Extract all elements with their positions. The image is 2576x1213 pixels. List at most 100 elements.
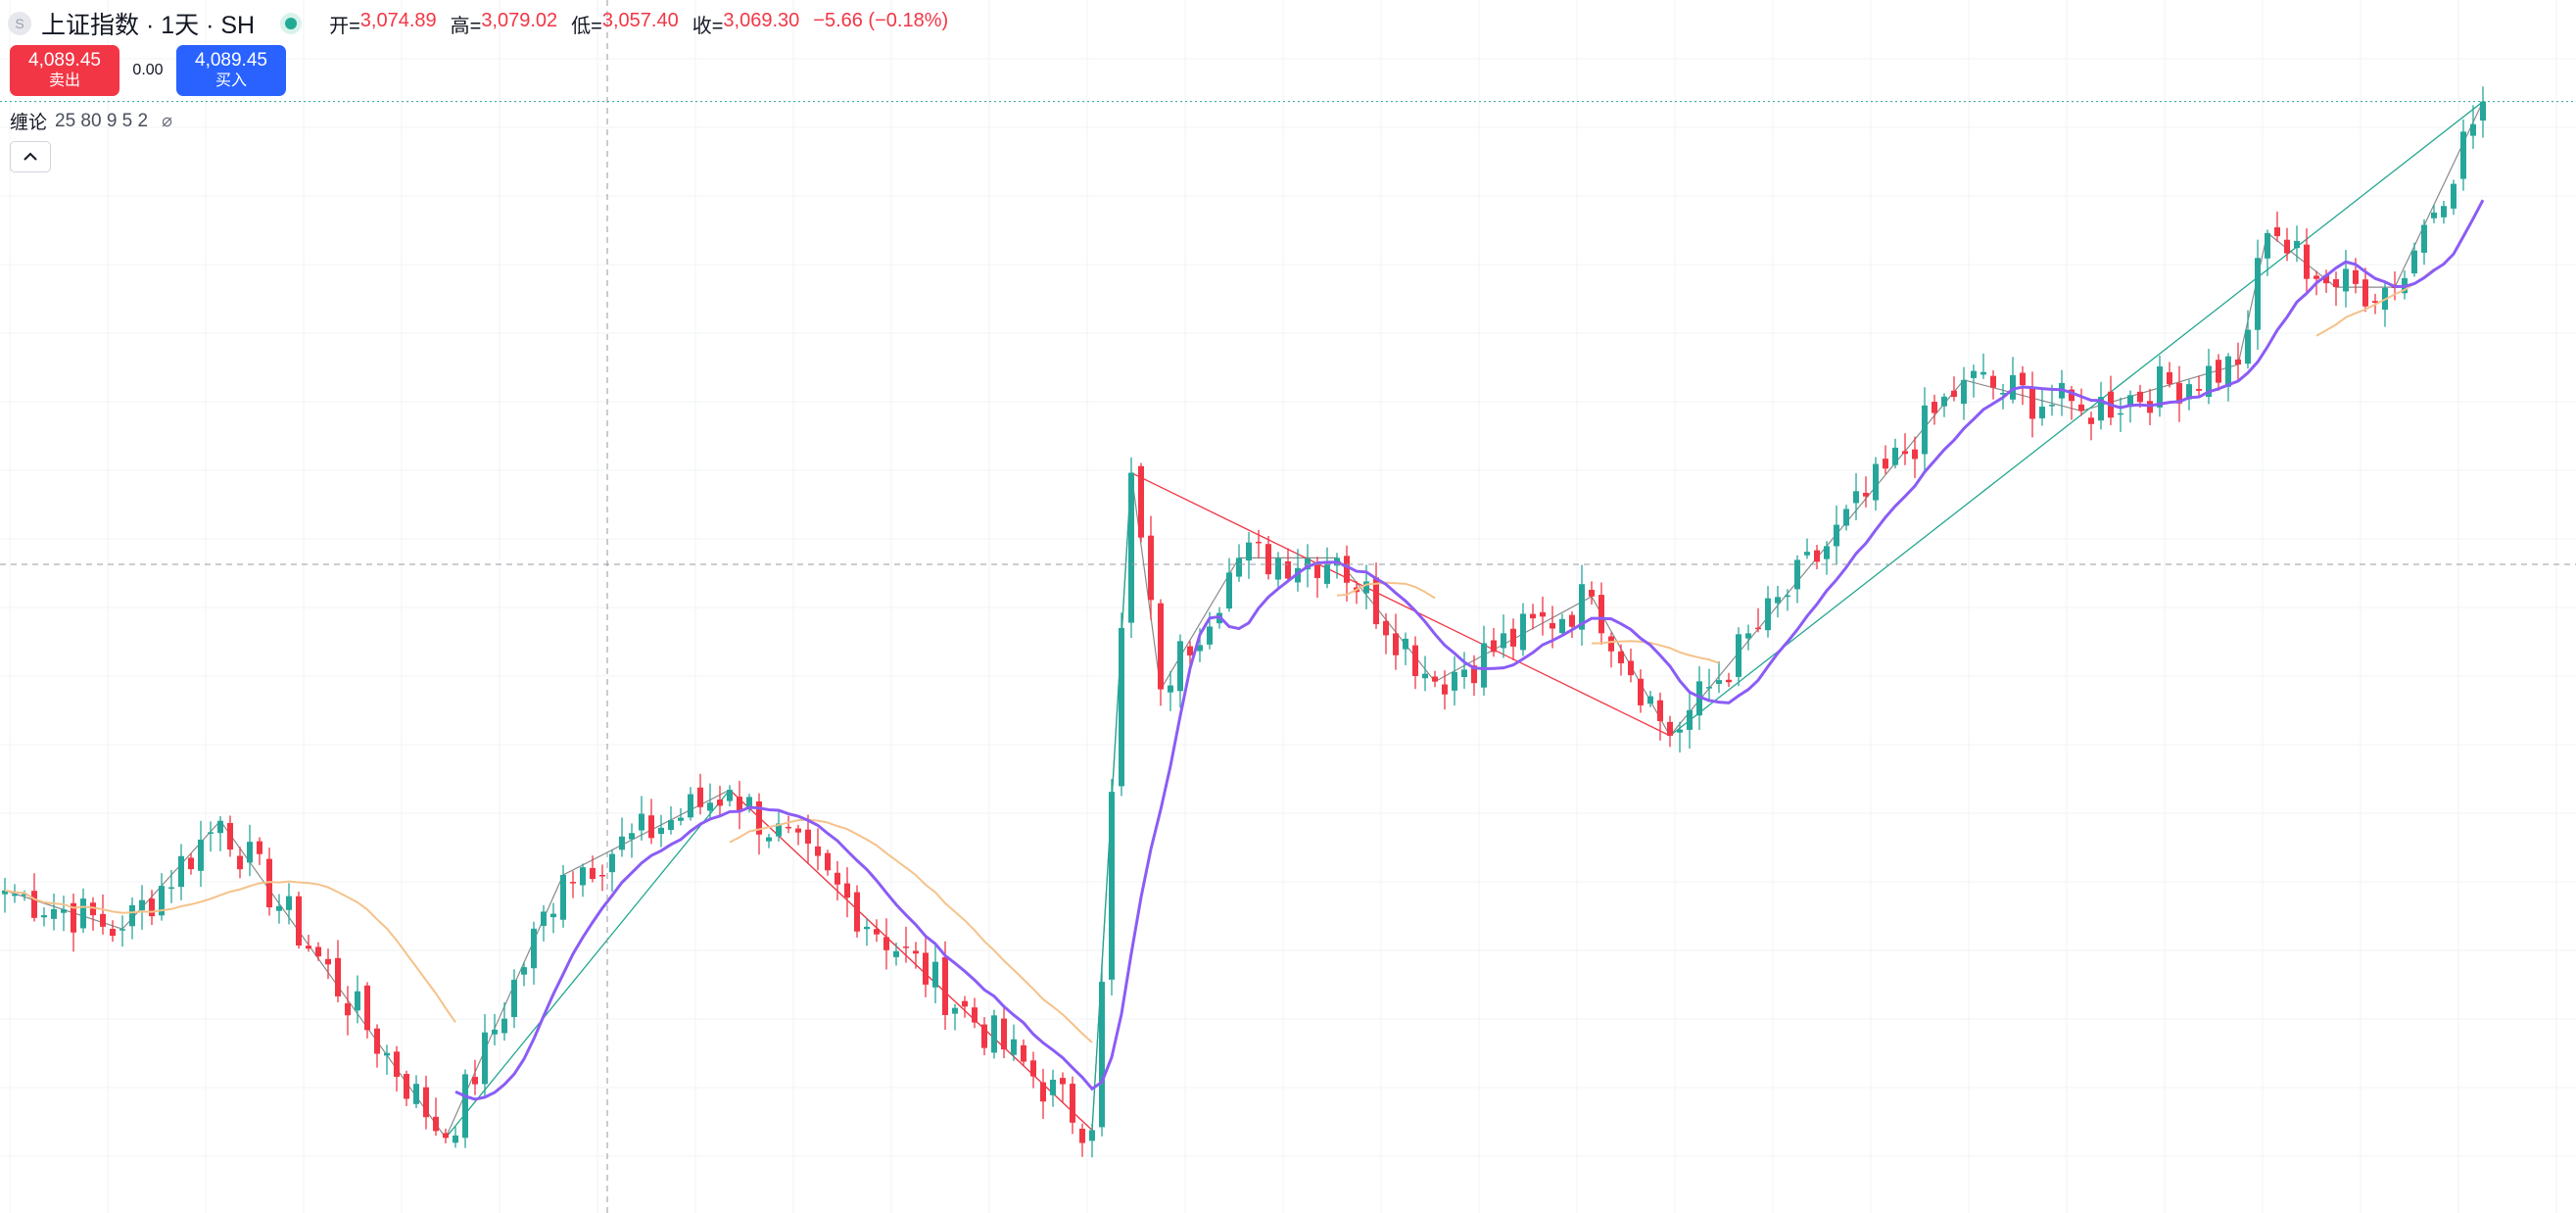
trade-buttons: 4,089.45 卖出 0.00 4,089.45 买入 [10, 45, 286, 96]
candle-body [1667, 721, 1673, 736]
candle-body [90, 902, 96, 916]
candle-body [1647, 696, 1653, 704]
candle-body [394, 1051, 400, 1078]
candle-body [1412, 645, 1418, 676]
buy-price: 4,089.45 [195, 50, 267, 71]
buy-button[interactable]: 4,089.45 买入 [176, 45, 286, 96]
candle-body [1990, 375, 1996, 388]
ma-slow-line [4, 880, 456, 1023]
segment-lines [445, 101, 2484, 1139]
candle-body [1941, 396, 1947, 407]
candle-body [12, 894, 18, 897]
candle-body [1236, 558, 1242, 577]
stroke-lines [4, 101, 2484, 1140]
candle-body [2353, 269, 2359, 284]
candle-body [844, 883, 850, 898]
candle-body [2343, 268, 2349, 292]
candle-body [1550, 622, 1555, 629]
candle-body [893, 950, 899, 957]
candle-body [1001, 1018, 1007, 1050]
candle-body [560, 874, 566, 920]
candle-body [1902, 451, 1908, 455]
candle-body [462, 1074, 468, 1139]
candle-body [766, 837, 772, 842]
candle-body [815, 846, 821, 856]
candle-body [599, 874, 605, 877]
candle-body [198, 839, 204, 871]
candle-body [2284, 239, 2290, 254]
candle-body [756, 801, 762, 835]
ohlc-values: 开= 3,074.89 高= 3,079.02 低= 3,057.40 收= 3… [329, 10, 948, 38]
candle-body [2, 890, 8, 895]
candle-body [188, 857, 194, 870]
candle-body [2157, 365, 2163, 408]
sell-label: 卖出 [48, 73, 80, 89]
candle-body [952, 1007, 958, 1014]
eye-slash-icon[interactable]: ⌀ [162, 111, 172, 130]
close-label: 收= [692, 15, 724, 37]
candle-body [1070, 1084, 1075, 1123]
candle-body [1119, 627, 1124, 787]
candle-body [1961, 379, 1967, 405]
candle-body [1608, 636, 1614, 652]
candle-body [1589, 589, 1595, 597]
candle-body [168, 887, 174, 890]
high-label: 高= [450, 15, 482, 37]
candle-body [2333, 278, 2339, 288]
indicator-params: 25 80 9 5 2 [55, 110, 149, 131]
candle-body [619, 836, 625, 850]
candle-body [1030, 1060, 1036, 1077]
candle-body [1089, 1130, 1095, 1141]
candle-body [1452, 671, 1457, 691]
candle-body [453, 1135, 458, 1143]
candle-body [1050, 1079, 1056, 1095]
chevron-up-icon [24, 152, 37, 161]
candle-body [1706, 687, 1712, 689]
candle-body [1256, 541, 1262, 544]
ma-slow-line [729, 818, 1093, 1043]
candle-body [932, 961, 938, 988]
candle-body [2167, 371, 2172, 385]
indicator-name[interactable]: 缠论 [10, 113, 48, 133]
symbol-title[interactable]: 上证指数 · 1天 · SH [41, 12, 256, 39]
stroke-polyline [4, 101, 2484, 1140]
sell-button[interactable]: 4,089.45 卖出 [10, 45, 119, 96]
segment-line [729, 789, 1093, 1131]
candle-body [1716, 680, 1722, 684]
symbol-legend: S 上证指数 · 1天 · SH 开= 3,074.89 高= 3,079.02… [8, 6, 948, 41]
candle-body [2020, 372, 2026, 386]
candle-body [2441, 206, 2447, 218]
candle-body [1853, 491, 1859, 504]
candle-body [1569, 614, 1575, 627]
ma-fast-line [454, 199, 2485, 1101]
candle-body [688, 794, 693, 818]
candle-body [1843, 509, 1849, 526]
candle-body [1471, 665, 1477, 684]
candle-body [364, 985, 370, 1031]
candle-body [482, 1032, 488, 1085]
candle-body [2265, 232, 2270, 259]
low-value: 3,057.40 [601, 9, 679, 31]
collapse-legend-button[interactable] [10, 141, 51, 172]
candle-body [374, 1028, 380, 1054]
candle-body [746, 797, 752, 809]
candle-body [315, 946, 321, 957]
candle-body [2314, 275, 2319, 279]
ma-slow-line [1591, 640, 1720, 664]
candle-body [1040, 1082, 1046, 1102]
candle-body [2216, 360, 2221, 383]
candle-body [41, 915, 47, 918]
candle-body [325, 958, 331, 965]
candle-body [384, 1052, 390, 1056]
candle-body [1079, 1128, 1085, 1143]
segment-line [445, 789, 731, 1139]
candle-body [1168, 685, 1173, 693]
candle-body [1814, 550, 1820, 562]
candle-body [786, 826, 791, 829]
candle-body [178, 855, 184, 888]
candle-body [1501, 633, 1506, 649]
candle-body [1736, 634, 1741, 677]
indicator-legend[interactable]: 缠论 25 80 9 5 2 ⌀ [10, 108, 172, 134]
candle-body [1677, 729, 1683, 733]
